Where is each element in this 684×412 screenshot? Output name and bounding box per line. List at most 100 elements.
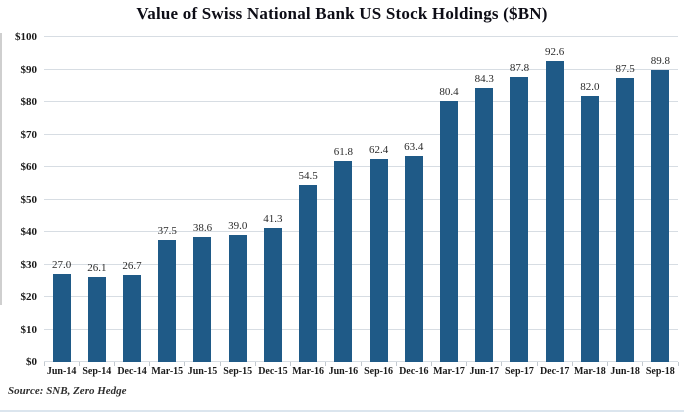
x-tick-label: Jun-15 — [187, 366, 218, 377]
bar-column: 87.8 — [502, 62, 537, 362]
y-tick-label: $60 — [20, 161, 38, 173]
y-axis: $0 $10 $20 $30 $40 $50 $60 $70 $80 $90 $100 — [2, 31, 44, 368]
bar-series: 27.0 26.1 26.7 37.5 38.6 39.0 41.3 54.5 61.8 62.4… — [44, 37, 678, 362]
bar-value-label: 87.8 — [509, 61, 530, 74]
gridline — [44, 101, 678, 102]
bar-column: 92.6 — [537, 46, 572, 362]
left-edge-line — [0, 33, 2, 305]
bar — [334, 161, 353, 362]
x-tick-label: Sep-18 — [645, 366, 675, 377]
x-axis-tick — [325, 362, 327, 366]
x-axis-tick — [78, 362, 80, 366]
bar-column: 26.1 — [79, 262, 114, 362]
bar — [193, 236, 212, 362]
x-axis-tick — [290, 362, 292, 366]
x-axis-tick — [43, 362, 45, 366]
gridline — [44, 68, 678, 70]
x-axis-tick — [607, 362, 609, 366]
x-tick-label: Sep-16 — [364, 366, 394, 377]
x-axis-tick — [184, 362, 186, 366]
bar-value-label: 54.5 — [298, 169, 318, 182]
y-tick-label: $20 — [20, 291, 38, 303]
y-tick-label: $90 — [20, 63, 38, 76]
bar-value-label: 61.8 — [333, 146, 353, 159]
bar-value-label: 84.3 — [474, 73, 494, 86]
bar-column: 38.6 — [185, 222, 220, 362]
y-tick-label: $80 — [20, 96, 38, 108]
bar — [299, 184, 318, 362]
bar-value-label: 37.5 — [157, 225, 177, 238]
y-tick-label: $100 — [15, 31, 37, 43]
bar — [545, 61, 564, 362]
bar-column: 26.7 — [114, 260, 149, 362]
plot-area: $0 $10 $20 $30 $40 $50 $60 $70 $80 $90 $100 27.0 26… — [15, 31, 679, 377]
y-tick-label: $10 — [20, 323, 38, 336]
bar — [510, 76, 529, 362]
x-axis: Jun-14 Sep-14 Dec-14 Mar-15 Jun-15 Sep-15 Dec-… — [44, 366, 678, 377]
bar-column: 54.5 — [291, 170, 326, 362]
bar-column: 63.4 — [396, 141, 431, 362]
bar — [228, 235, 247, 362]
gridline — [44, 328, 678, 330]
bar-value-label: 87.5 — [615, 62, 635, 75]
bar-column: 62.4 — [361, 144, 396, 362]
x-tick-label: Dec-14 — [117, 366, 147, 377]
x-axis-tick — [254, 362, 256, 366]
gridline — [44, 166, 678, 167]
x-tick-label: Jun-18 — [610, 366, 640, 377]
x-tick-label: Jun-16 — [328, 366, 359, 377]
bar — [369, 159, 388, 362]
x-axis-tick — [113, 362, 115, 366]
x-tick-label: Mar-16 — [292, 366, 325, 377]
bar-value-label: 89.8 — [650, 55, 670, 68]
bar-value-label: 27.0 — [51, 259, 72, 272]
bar-column: 82.0 — [572, 81, 607, 362]
bar — [123, 275, 142, 362]
x-axis-tick — [430, 362, 432, 366]
x-tick-label: Sep-15 — [223, 366, 253, 377]
y-tick-label: $0 — [26, 356, 37, 368]
bar-value-label: 39.0 — [228, 220, 248, 233]
bar-value-label: 26.7 — [122, 260, 142, 273]
bar-value-label: 41.3 — [263, 212, 283, 225]
bar-column: 27.0 — [44, 259, 79, 362]
bar-value-label: 26.1 — [87, 262, 107, 275]
bar — [651, 70, 670, 362]
y-tick-label: $50 — [20, 193, 38, 206]
y-tick-label: $30 — [20, 258, 38, 271]
x-tick-label: Mar-15 — [151, 366, 184, 377]
bar — [580, 95, 599, 362]
gridline — [44, 231, 678, 232]
bar-column: 80.4 — [431, 86, 466, 362]
x-tick-label: Sep-17 — [505, 366, 534, 377]
x-axis-tick — [466, 362, 468, 366]
gridline — [44, 361, 678, 362]
x-axis-tick — [642, 362, 644, 366]
bar — [475, 88, 494, 362]
x-tick-label: Mar-17 — [433, 366, 465, 377]
bar-column: 89.8 — [643, 55, 678, 362]
x-tick-label: Dec-15 — [258, 366, 288, 377]
gridline — [44, 133, 678, 135]
x-tick-label: Mar-18 — [573, 366, 606, 377]
gridline — [44, 198, 678, 200]
bar-column: 84.3 — [467, 73, 502, 362]
x-tick-label: Dec-16 — [399, 366, 429, 377]
bar-column: 37.5 — [150, 225, 185, 362]
x-tick-label: Jun-14 — [46, 366, 77, 377]
x-axis-tick — [149, 362, 151, 366]
x-axis-tick — [395, 362, 397, 366]
bar-column: 61.8 — [326, 146, 361, 362]
bar — [404, 155, 423, 362]
bar-value-label: 62.4 — [368, 144, 389, 157]
bar — [263, 227, 282, 362]
gridline — [44, 263, 678, 265]
x-axis-tick — [360, 362, 362, 366]
bar-column: 41.3 — [255, 213, 290, 362]
gridline — [44, 36, 678, 37]
bar — [87, 277, 106, 362]
bar — [52, 274, 71, 362]
bar-value-label: 38.6 — [192, 221, 213, 234]
y-tick-label: $40 — [20, 226, 38, 238]
